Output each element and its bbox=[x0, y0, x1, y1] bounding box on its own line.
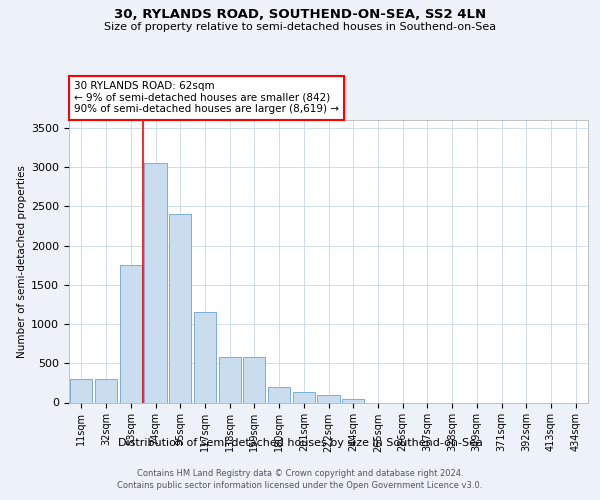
Text: Size of property relative to semi-detached houses in Southend-on-Sea: Size of property relative to semi-detach… bbox=[104, 22, 496, 32]
Bar bbox=[218, 357, 241, 403]
Text: 30 RYLANDS ROAD: 62sqm
← 9% of semi-detached houses are smaller (842)
90% of sem: 30 RYLANDS ROAD: 62sqm ← 9% of semi-deta… bbox=[74, 81, 339, 114]
Bar bbox=[317, 396, 340, 402]
Bar bbox=[95, 378, 117, 402]
Bar bbox=[169, 214, 191, 402]
Bar bbox=[268, 387, 290, 402]
Bar bbox=[119, 265, 142, 402]
Text: Distribution of semi-detached houses by size in Southend-on-Sea: Distribution of semi-detached houses by … bbox=[118, 438, 482, 448]
Bar bbox=[145, 163, 167, 402]
Text: Contains public sector information licensed under the Open Government Licence v3: Contains public sector information licen… bbox=[118, 481, 482, 490]
Bar bbox=[194, 312, 216, 402]
Text: 30, RYLANDS ROAD, SOUTHEND-ON-SEA, SS2 4LN: 30, RYLANDS ROAD, SOUTHEND-ON-SEA, SS2 4… bbox=[114, 8, 486, 20]
Bar bbox=[342, 398, 364, 402]
Text: Contains HM Land Registry data © Crown copyright and database right 2024.: Contains HM Land Registry data © Crown c… bbox=[137, 468, 463, 477]
Bar bbox=[243, 357, 265, 403]
Bar bbox=[70, 378, 92, 402]
Y-axis label: Number of semi-detached properties: Number of semi-detached properties bbox=[17, 165, 27, 358]
Bar bbox=[293, 392, 315, 402]
